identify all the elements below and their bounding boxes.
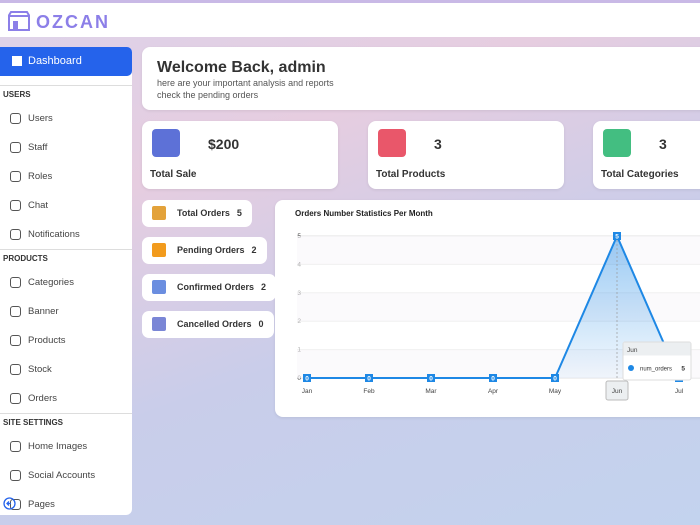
welcome-card: Welcome Back, admin here are your import… — [142, 47, 700, 110]
x-crosshair-box — [605, 380, 629, 401]
point — [489, 374, 497, 382]
stat-icon — [603, 129, 631, 157]
collapse-button[interactable] — [3, 497, 16, 510]
grid-band — [297, 236, 700, 265]
nav-item[interactable]: Categories — [0, 268, 132, 297]
nav-item[interactable]: Social Accounts — [0, 461, 132, 490]
chart-title: Orders Number Statistics Per Month — [295, 209, 433, 218]
stat-value: 3 — [434, 136, 442, 152]
nav-item[interactable]: Roles — [0, 162, 132, 191]
nav-item[interactable]: Products — [0, 326, 132, 355]
point — [303, 374, 311, 382]
y-tick-label: 0 — [297, 375, 301, 382]
stat-label: Total Categories — [601, 169, 679, 180]
nav-item[interactable]: Users — [0, 104, 132, 133]
nav: USERS Users Staff Roles Chat Notifications PRO… — [0, 85, 132, 519]
order-pill[interactable]: Total Orders 5 — [142, 200, 252, 227]
top-bar: OZCAN — [0, 0, 700, 37]
nav-item[interactable]: Orders — [0, 384, 132, 413]
nav-label: Dashboard — [28, 55, 82, 67]
stat-label: Total Sale — [150, 169, 197, 180]
tooltip-value: 5 — [681, 366, 685, 373]
order-count: 0 — [258, 319, 264, 329]
tooltip-title: Jun — [627, 347, 638, 354]
stat-icon — [378, 129, 406, 157]
sidebar: Dashboard USERS Users Staff Roles Chat Notifi… — [0, 47, 132, 515]
chart: Orders Number Statistics Per Month 01234… — [295, 209, 700, 401]
x-crosshair-label: Jun — [612, 388, 623, 395]
order-icon — [152, 317, 166, 331]
tooltip-head — [623, 342, 691, 356]
data-label: 5 — [615, 234, 619, 241]
nav-section: SITE SETTINGS — [0, 413, 132, 432]
order-label: Total Orders — [177, 208, 230, 218]
order-count: 2 — [251, 245, 257, 255]
welcome-line: here are your important analysis and rep… — [157, 78, 334, 88]
stat-value: 3 — [659, 136, 667, 152]
order-label: Cancelled Orders — [177, 319, 252, 329]
order-label: Pending Orders — [177, 245, 245, 255]
order-pill[interactable]: Confirmed Orders 2 — [142, 274, 277, 301]
point — [613, 232, 621, 240]
welcome-title: Welcome Back, admin — [157, 59, 326, 76]
nav-item[interactable]: Pages — [0, 490, 132, 519]
order-count: 5 — [236, 208, 242, 218]
stat-card: $200 Total Sale — [142, 121, 338, 189]
stat-card: 3 Total Categories — [593, 121, 700, 189]
nav-item[interactable]: Staff — [0, 133, 132, 162]
data-label: 0 — [305, 376, 309, 383]
nav-section: PRODUCTS — [0, 249, 132, 268]
point — [551, 374, 559, 382]
order-pill[interactable]: Cancelled Orders 0 — [142, 311, 274, 338]
nav-section: USERS — [0, 85, 132, 104]
brand-icon — [8, 11, 30, 31]
data-label: 0 — [491, 376, 495, 383]
order-count: 2 — [261, 282, 267, 292]
chart-card: Orders Number Statistics Per Month 01234… — [275, 200, 700, 417]
stat-icon — [152, 129, 180, 157]
stat-value: $200 — [208, 136, 240, 152]
welcome-line: check the pending orders — [157, 90, 259, 100]
brand: OZCAN — [36, 12, 110, 32]
nav-item[interactable]: Banner — [0, 297, 132, 326]
data-label: 0 — [553, 376, 557, 383]
x-tick-label: Jan — [302, 388, 313, 395]
x-tick-label: Jul — [675, 388, 684, 395]
order-icon — [152, 243, 166, 257]
point — [427, 374, 435, 382]
nav-active[interactable]: Dashboard — [0, 47, 132, 76]
point — [365, 374, 373, 382]
x-tick-label: May — [549, 388, 562, 395]
stat-label: Total Products — [376, 169, 446, 180]
x-tick-label: Apr — [488, 388, 499, 395]
order-icon — [152, 206, 166, 220]
area — [307, 236, 679, 378]
data-label: 0 — [367, 376, 371, 383]
x-tick-label: Feb — [363, 388, 375, 395]
tooltip-marker — [628, 365, 634, 371]
stat-card: 3 Total Products — [368, 121, 564, 189]
nav-item[interactable]: Stock — [0, 355, 132, 384]
nav-item[interactable]: Home Images — [0, 432, 132, 461]
data-label: 0 — [429, 376, 433, 383]
x-tick-label: Mar — [425, 388, 437, 395]
tooltip-series: num_orders — [640, 367, 672, 373]
nav-item[interactable]: Chat — [0, 191, 132, 220]
order-label: Confirmed Orders — [177, 282, 255, 292]
order-pill[interactable]: Pending Orders 2 — [142, 237, 267, 264]
order-icon — [152, 280, 166, 294]
nav-item[interactable]: Notifications — [0, 220, 132, 249]
